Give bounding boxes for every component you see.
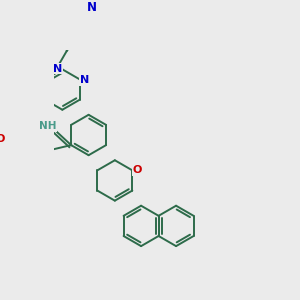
Text: N: N	[80, 75, 89, 85]
Text: O: O	[132, 165, 142, 176]
Text: NH: NH	[39, 121, 56, 131]
Text: O: O	[0, 134, 5, 144]
Text: N: N	[53, 64, 62, 74]
Text: N: N	[86, 1, 96, 14]
